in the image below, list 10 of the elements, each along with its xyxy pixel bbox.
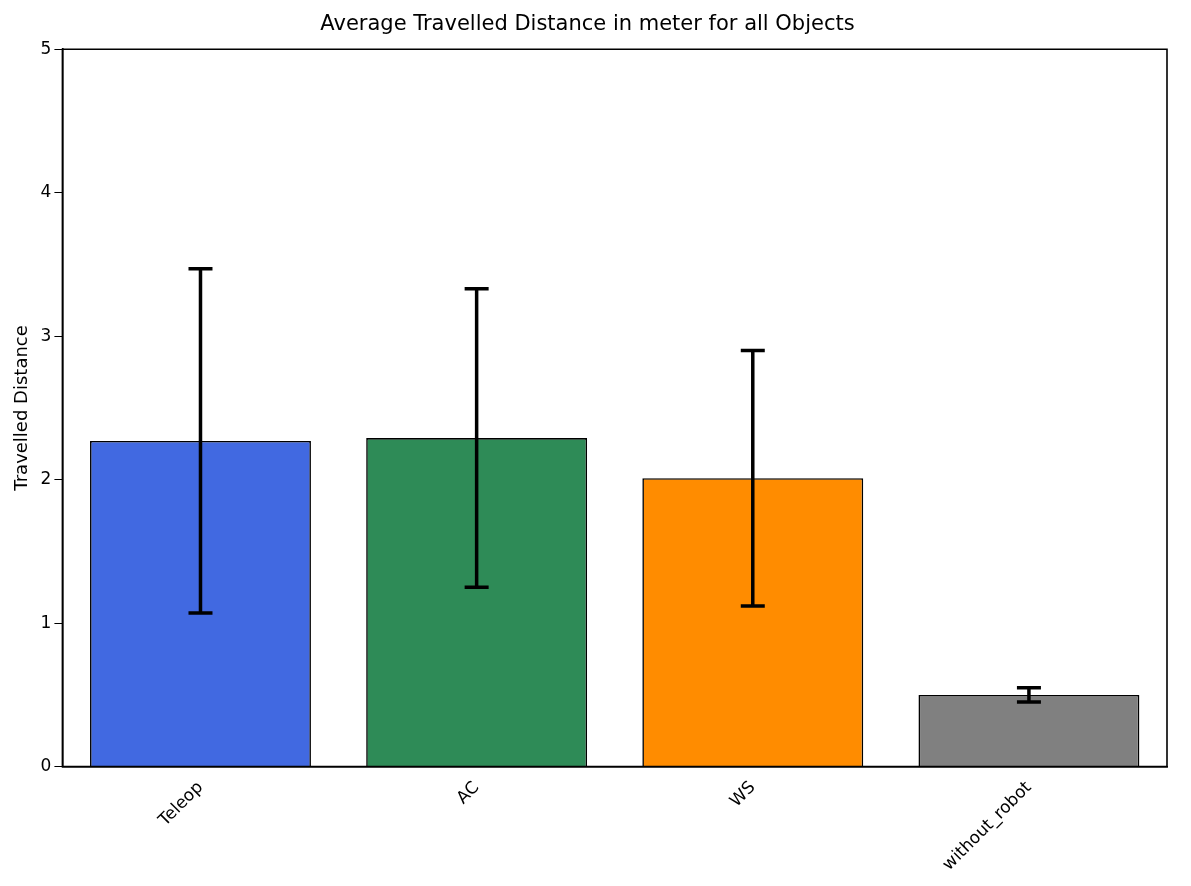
y-tick-label: 5 [40, 37, 52, 58]
y-tick-label: 3 [40, 324, 52, 345]
y-tick-label: 4 [40, 181, 52, 202]
x-tick-label: AC [452, 776, 483, 808]
y-axis-title: Travelled Distance [10, 325, 32, 492]
x-tick-label: WS [725, 776, 759, 811]
y-tick-label: 1 [40, 611, 52, 632]
y-tick-label: 0 [40, 755, 52, 776]
y-tick-label: 2 [40, 468, 52, 489]
chart-title: Average Travelled Distance in meter for all Objects [320, 11, 855, 36]
